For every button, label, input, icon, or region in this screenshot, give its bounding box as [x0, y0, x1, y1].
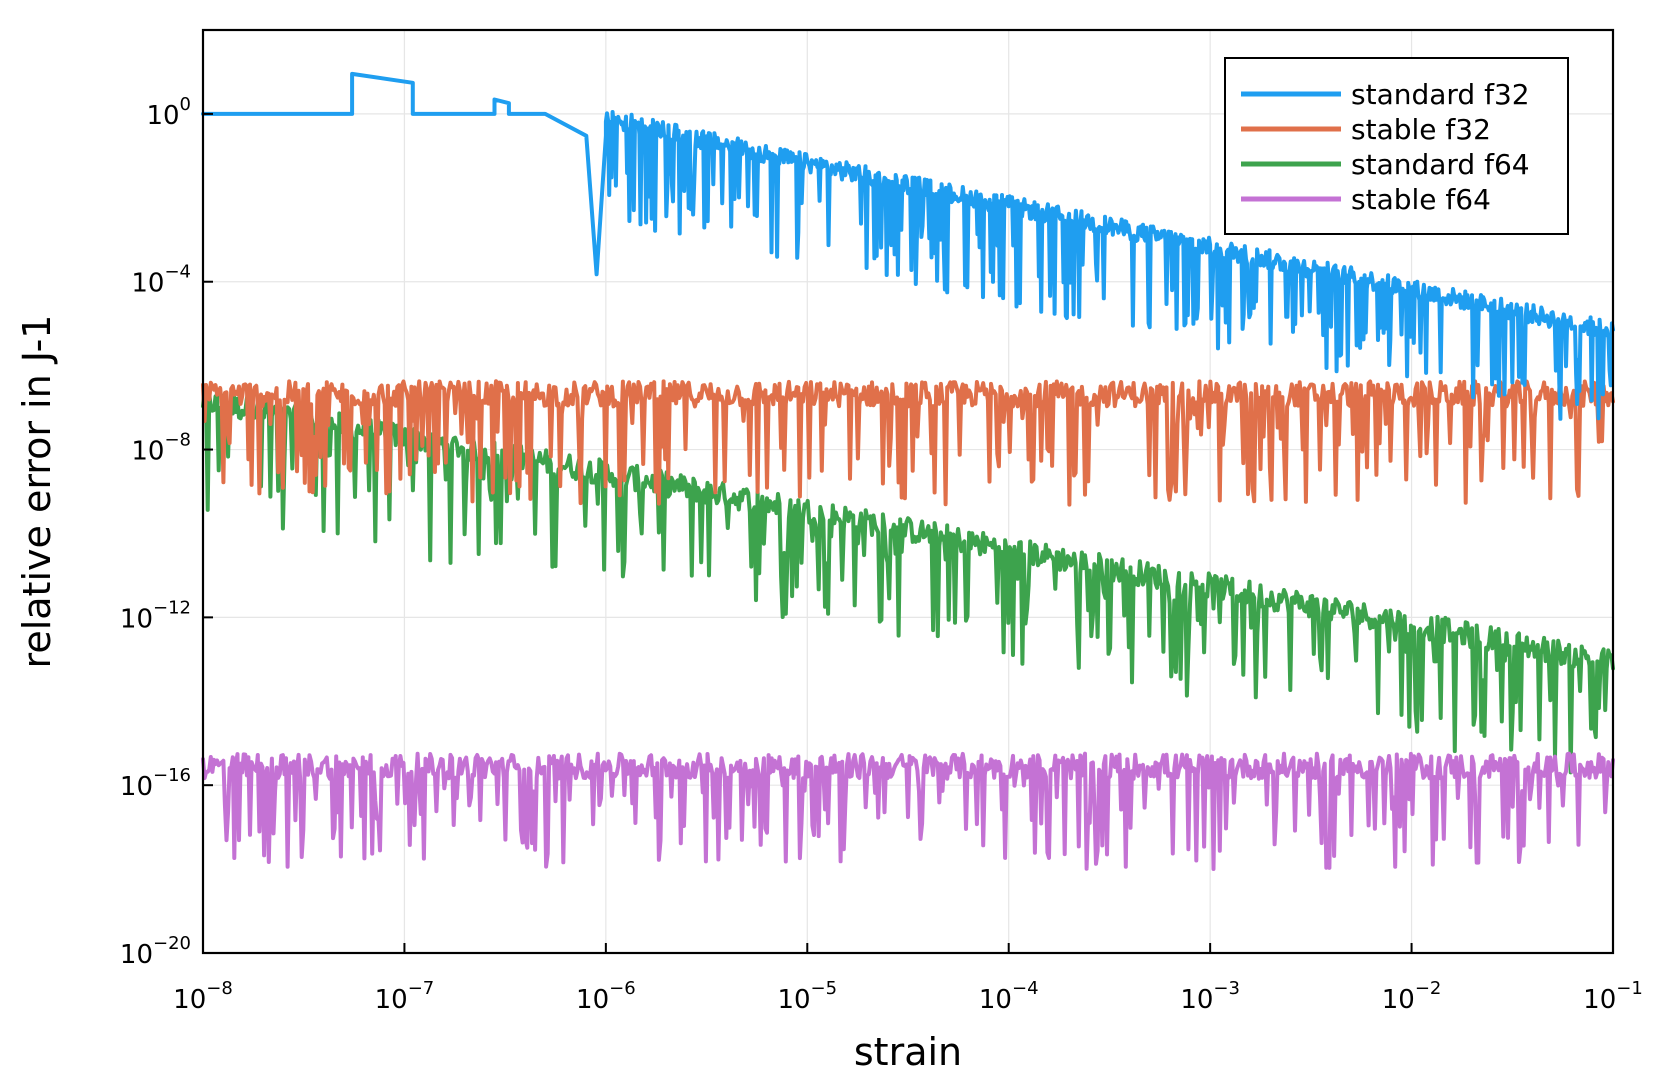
y-tick-exponent: −20 — [153, 933, 191, 954]
y-tick-exponent: −4 — [164, 262, 191, 283]
y-tick-label: 10−8 — [131, 430, 191, 467]
y-tick-exponent: 0 — [180, 94, 191, 115]
y-tick-label: 10−16 — [120, 765, 191, 802]
x-tick-label: 10−5 — [777, 978, 837, 1015]
x-tick-exponent: −2 — [1415, 978, 1442, 999]
x-tick-label: 10−7 — [375, 978, 435, 1015]
x-tick-exponent: −1 — [1616, 978, 1643, 999]
legend-label: standard f64 — [1351, 148, 1530, 181]
y-tick-base: 10 — [146, 101, 179, 131]
x-tick-label: 10−4 — [979, 978, 1039, 1015]
x-tick-base: 10 — [777, 985, 810, 1015]
series-line-stable-f32 — [201, 379, 1615, 507]
x-tick-label: 10−1 — [1583, 978, 1643, 1015]
x-tick-label: 10−6 — [576, 978, 636, 1015]
y-tick-base: 10 — [131, 269, 164, 299]
x-tick-base: 10 — [1382, 985, 1415, 1015]
x-tick-label: 10−8 — [173, 978, 233, 1015]
x-tick-base: 10 — [1583, 985, 1616, 1015]
x-tick-exponent: −6 — [609, 978, 636, 999]
legend-label: standard f32 — [1351, 78, 1530, 111]
x-axis-title: strain — [854, 1030, 962, 1074]
y-tick-label: 10−12 — [120, 597, 191, 634]
y-tick-label: 10−20 — [120, 933, 191, 970]
y-tick-exponent: −12 — [153, 597, 191, 618]
x-tick-exponent: −5 — [811, 978, 838, 999]
y-tick-exponent: −8 — [164, 430, 191, 451]
x-tick-exponent: −4 — [1012, 978, 1039, 999]
x-tick-base: 10 — [1180, 985, 1213, 1015]
x-tick-exponent: −8 — [206, 978, 233, 999]
y-axis-title: relative error in J-1 — [15, 315, 59, 669]
x-tick-base: 10 — [375, 985, 408, 1015]
y-tick-base: 10 — [131, 437, 164, 467]
y-tick-label: 10−4 — [131, 262, 191, 299]
x-tick-base: 10 — [576, 985, 609, 1015]
x-tick-exponent: −7 — [408, 978, 435, 999]
series-line-stable-f64 — [201, 751, 1615, 871]
x-tick-label: 10−2 — [1382, 978, 1442, 1015]
x-tick-base: 10 — [979, 985, 1012, 1015]
x-tick-label: 10−3 — [1180, 978, 1240, 1015]
plot-frame — [201, 28, 1615, 955]
y-tick-base: 10 — [120, 772, 153, 802]
y-tick-base: 10 — [120, 604, 153, 634]
legend-box — [1224, 57, 1569, 235]
series-layer — [201, 71, 1615, 871]
x-tick-exponent: −3 — [1213, 978, 1240, 999]
series-line-standard-f32 — [201, 71, 1615, 421]
y-tick-label: 100 — [146, 94, 191, 131]
y-tick-exponent: −16 — [153, 765, 191, 786]
x-axis-ticks: 10−8 10−7 10−6 10−5 10−4 10−3 10−2 10−1 — [173, 943, 1643, 1015]
legend-label: stable f64 — [1351, 183, 1491, 216]
x-tick-base: 10 — [173, 985, 206, 1015]
legend-label: stable f32 — [1351, 113, 1491, 146]
y-tick-base: 10 — [120, 940, 153, 970]
